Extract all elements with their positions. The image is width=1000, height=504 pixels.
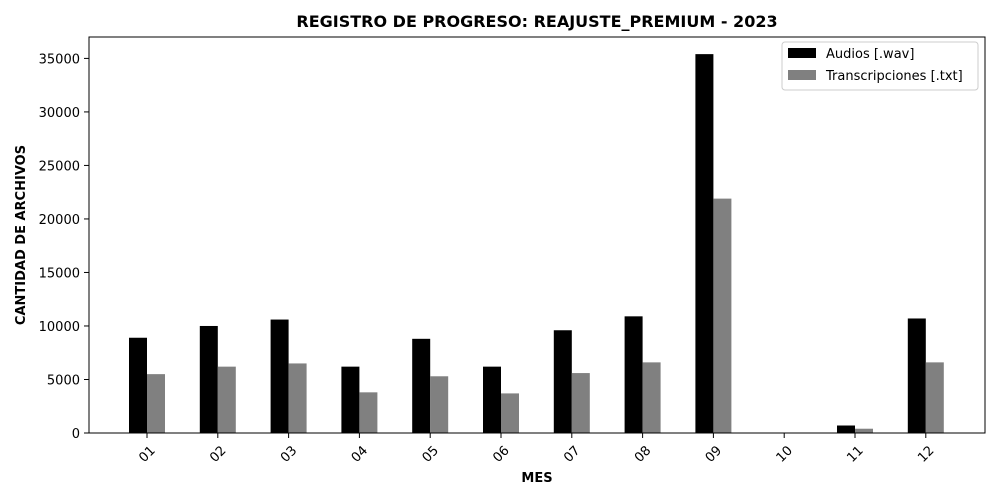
bars-layer [129,54,944,433]
y-tick-label: 30000 [39,106,80,121]
bar-transcripciones-08 [642,362,661,433]
y-axis-label: CANTIDAD DE ARCHIVOS [14,145,29,325]
bar-audios-04 [341,366,360,433]
chart-title: REGISTRO DE PROGRESO: REAJUSTE_PREMIUM -… [296,12,777,31]
y-tick-label: 35000 [39,52,80,67]
bar-audios-08 [624,316,643,433]
y-tick-label: 10000 [39,320,80,335]
x-tick-label: 05 [420,443,442,465]
bar-audios-06 [483,366,501,433]
bar-audios-11 [837,425,855,433]
x-tick-label: 02 [207,443,229,465]
y-tick-label: 25000 [39,159,80,174]
x-tick-label: 01 [136,443,158,465]
y-tick-label: 20000 [39,213,80,228]
x-tick-label: 09 [703,443,725,465]
bar-transcripciones-12 [925,362,944,433]
x-axis-label: MES [521,471,552,486]
bar-transcripciones-09 [713,198,732,433]
y-tick-label: 15000 [39,266,80,281]
bar-transcripciones-03 [288,363,307,433]
x-tick-label: 10 [774,443,796,465]
x-tick-label: 11 [844,443,866,465]
bar-audios-07 [553,330,572,433]
bar-audios-12 [907,318,926,433]
bar-audios-03 [270,319,289,433]
bar-audios-09 [695,54,714,433]
legend-box [781,41,979,91]
plot-area-frame [88,36,986,434]
x-tick-label: 06 [490,443,512,465]
bar-transcripciones-04 [359,392,378,433]
x-tick-label: 07 [561,443,583,465]
legend-label-transcripciones: Transcripciones [.txt] [825,69,963,84]
y-axis-ticks: 0 5000 10000 15000 20000 25000 30000 35000 [39,52,89,442]
legend-swatch-audios [788,48,816,58]
bar-transcripciones-11 [855,428,873,433]
x-tick-label: 08 [632,443,654,465]
x-tick-label: 04 [349,443,371,465]
legend-label-audios: Audios [.wav] [826,47,914,62]
bar-audios-01 [129,337,147,433]
bar-transcripciones-05 [430,376,449,433]
legend: Audios [.wav] Transcripciones [.txt] [781,41,979,91]
bar-audios-02 [199,325,218,433]
y-tick-label: 0 [72,427,80,442]
x-tick-label: 12 [915,443,937,465]
x-tick-label: 03 [278,443,300,465]
bar-audios-05 [412,338,431,433]
bar-transcripciones-02 [217,366,236,433]
y-tick-label: 5000 [47,373,80,388]
bar-transcripciones-07 [571,373,590,433]
bar-transcripciones-06 [501,393,519,433]
legend-swatch-transcripciones [788,70,816,80]
x-axis-ticks: 01 02 03 04 05 06 07 08 09 10 11 12 [136,433,937,466]
bar-transcripciones-01 [147,374,165,433]
